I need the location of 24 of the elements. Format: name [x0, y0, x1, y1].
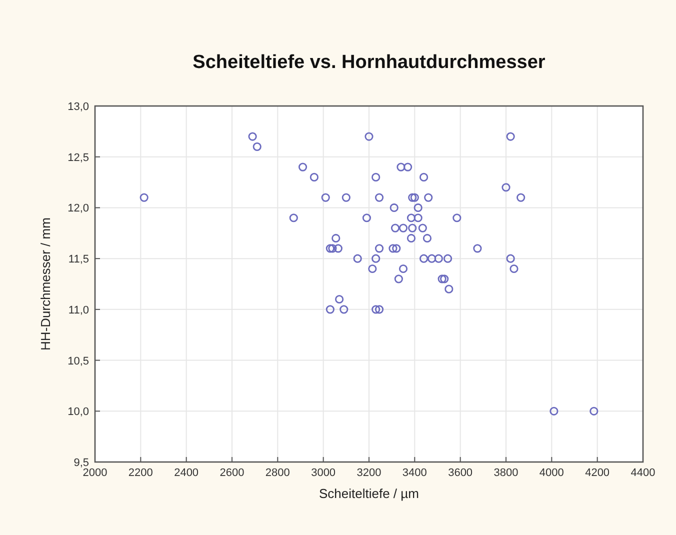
x-tick-label: 4400 — [630, 467, 656, 479]
x-tick-label: 2200 — [128, 467, 153, 479]
x-axis-title: Scheiteltiefe / µm — [319, 486, 419, 501]
y-tick-label: 11,0 — [68, 304, 89, 316]
x-tick-label: 3200 — [356, 467, 382, 479]
chart-title: Scheiteltiefe vs. Hornhautdurchmesser — [192, 52, 546, 73]
x-tick-label: 2400 — [174, 467, 199, 479]
x-tick-label: 3800 — [494, 467, 518, 479]
x-tick-label: 2600 — [220, 467, 244, 479]
x-tick-label: 3400 — [402, 467, 427, 479]
y-tick-label: 12,0 — [68, 202, 89, 215]
x-tick-label: 2800 — [265, 467, 290, 479]
y-tick-label: 9,5 — [74, 457, 89, 469]
y-tick-label: 13,0 — [68, 101, 89, 113]
y-tick-label: 12,5 — [68, 152, 89, 164]
y-tick-label: 10,0 — [68, 406, 89, 418]
x-tick-label: 2000 — [82, 467, 108, 479]
x-tick-label: 4200 — [585, 467, 610, 479]
x-tick-label: 3600 — [448, 467, 473, 479]
y-axis-title: HH-Durchmesser / mm — [38, 218, 53, 350]
y-tick-label: 10,5 — [68, 355, 89, 368]
x-tick-label: 3000 — [311, 467, 336, 479]
y-tick-label: 11,5 — [68, 254, 89, 266]
x-tick-label: 4000 — [539, 467, 564, 479]
